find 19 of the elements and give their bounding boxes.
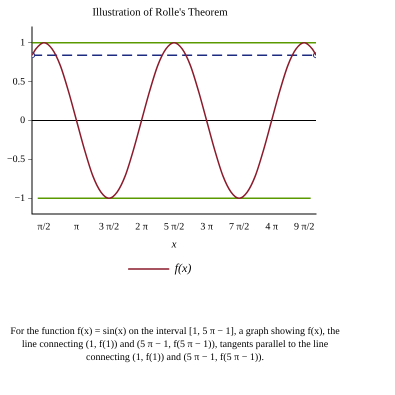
chart-title: Illustration of Rolle's Theorem (92, 6, 228, 18)
x-tick-label: π/2 (38, 221, 50, 232)
x-tick-label: 4 π (265, 221, 278, 232)
x-tick-label: 7 π/2 (228, 221, 250, 232)
x-tick-label: 3 π/2 (98, 221, 120, 232)
x-tick-label: 2 π (135, 221, 148, 232)
text: For the function f(x) = sin(x) on the interval [1, 5 π − 1], a graph showing f(x), the line connecting (1, f(1)) and (5 π − 1, f(5 π − 1)), tangents parallel to the line connecting (1, f(1)) and (5 π − 1, f(5 π − 1)). (10, 325, 340, 364)
line-series (32, 42, 316, 199)
y-tick-label: 1 (20, 37, 26, 48)
y-tick-label: −1 (14, 192, 26, 204)
legend-label: f(x) (174, 261, 192, 276)
y-tick-label: 0 (20, 115, 26, 126)
y-tick-label: −0.5 (7, 154, 26, 165)
y-tick-label: 0.5 (12, 76, 26, 88)
x-tick-label: 3 π (200, 221, 213, 232)
x-tick-label: π (74, 221, 80, 232)
x-tick-label: 9 π/2 (294, 221, 314, 232)
x-axis-title: x (170, 238, 177, 250)
x-tick-label: 5 π/2 (164, 221, 184, 232)
